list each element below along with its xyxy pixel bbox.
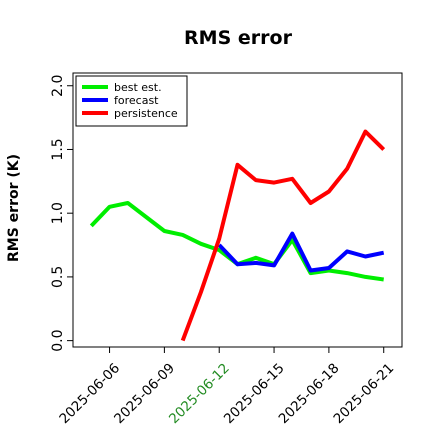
series-layer bbox=[89, 129, 386, 342]
legend-label: persistence bbox=[114, 107, 178, 120]
series-line-best-est bbox=[89, 201, 384, 282]
series-line-forecast bbox=[217, 231, 385, 273]
legend-label: forecast bbox=[114, 94, 159, 107]
y-tick-label: 1.0 bbox=[50, 202, 66, 224]
y-tick-label: 0.5 bbox=[50, 266, 66, 288]
y-tick-label: 1.5 bbox=[50, 138, 66, 160]
legend-label: best est. bbox=[114, 81, 162, 94]
series-line-persistence bbox=[180, 129, 386, 342]
y-tick-label: 0.0 bbox=[50, 329, 66, 351]
y-tick-label: 2.0 bbox=[50, 75, 66, 97]
plot-frame bbox=[72, 72, 403, 348]
y-axis-label: RMS error (K) bbox=[6, 154, 22, 262]
chart-title: RMS error bbox=[184, 27, 293, 49]
